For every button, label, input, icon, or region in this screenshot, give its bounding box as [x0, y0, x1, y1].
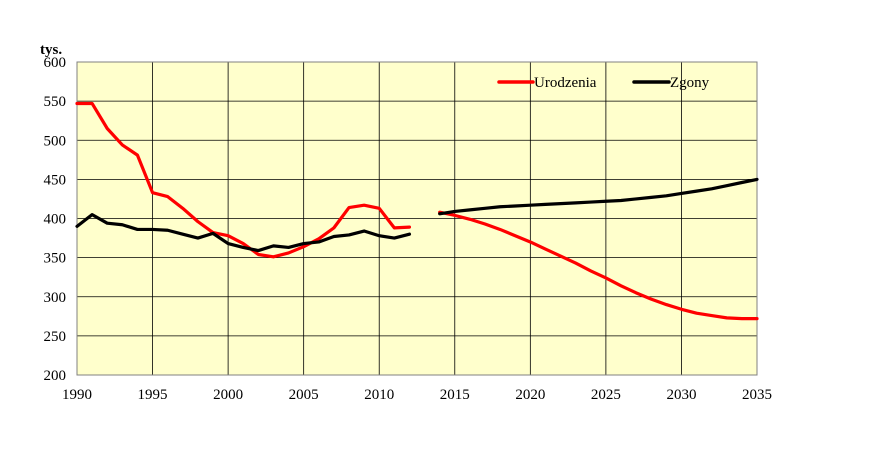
legend-label: Urodzenia: [534, 75, 597, 91]
x-axis-ticks: 1990 1995 2000 2005 2010 2015 2020 2025 2030 2035: [62, 387, 772, 403]
x-tick-label: 2025: [591, 387, 621, 403]
y-tick-label: 450: [44, 172, 67, 188]
series-layer: [75, 101, 759, 321]
x-tick-label: 2020: [515, 387, 545, 403]
legend-item-urodzenia: Urodzenia: [497, 75, 597, 91]
series-line-urodzenia-1: [75, 101, 412, 259]
y-tick-label: 300: [44, 290, 67, 306]
x-tick-label: 2035: [742, 387, 772, 403]
x-tick-label: 2015: [440, 387, 470, 403]
x-tick-label: 1990: [62, 387, 92, 403]
x-tick-label: 1995: [138, 387, 168, 403]
series-line-zgony-1: [75, 212, 412, 253]
x-tick-label: 2030: [666, 387, 696, 403]
y-tick-label: 500: [44, 133, 67, 149]
legend-label: Zgony: [670, 75, 710, 91]
series-line-zgony-2: [438, 177, 759, 216]
y-tick-label: 250: [44, 329, 67, 345]
y-axis-ticks: 200 250 300 350 400 450 500 550 600: [44, 55, 67, 384]
series-urodzenia: [75, 101, 759, 321]
x-tick-label: 2000: [213, 387, 243, 403]
legend-item-zgony: Zgony: [632, 75, 710, 91]
y-tick-label: 400: [44, 212, 67, 228]
series-line-urodzenia-2: [438, 210, 759, 321]
y-tick-label: 550: [44, 94, 67, 110]
y-tick-label: 600: [44, 55, 67, 71]
y-tick-label: 350: [44, 251, 67, 267]
series-zgony: [75, 177, 759, 253]
x-tick-label: 2010: [364, 387, 394, 403]
y-axis-label: tys.: [40, 42, 62, 58]
y-tick-label: 200: [44, 368, 67, 384]
x-tick-label: 2005: [289, 387, 319, 403]
plot-border: [76, 61, 758, 376]
legend: Urodzenia Zgony: [497, 75, 710, 91]
